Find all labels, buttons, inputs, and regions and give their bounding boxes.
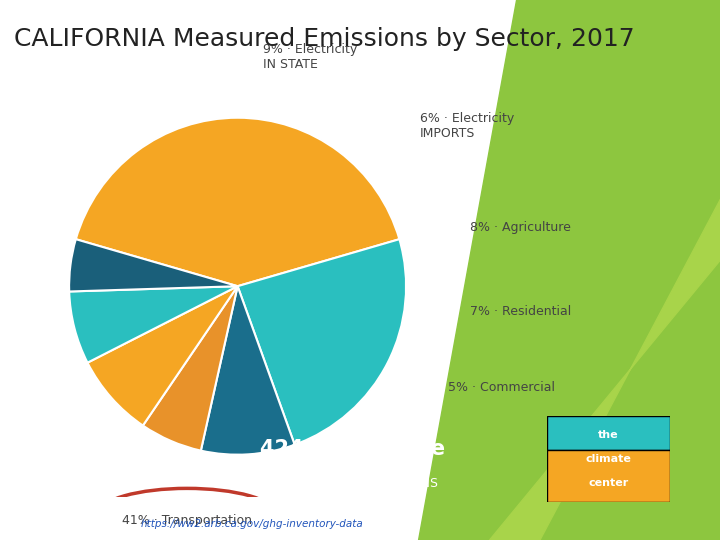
Text: 6% · Electricity
IMPORTS: 6% · Electricity IMPORTS	[420, 112, 514, 140]
Text: 424.1 MMTCO₂e: 424.1 MMTCO₂e	[260, 438, 446, 458]
Text: 2017 TOTAL CA EMISSIONS: 2017 TOTAL CA EMISSIONS	[268, 477, 438, 490]
Wedge shape	[143, 286, 238, 450]
Wedge shape	[69, 286, 238, 363]
Wedge shape	[201, 286, 294, 455]
Text: the: the	[598, 430, 618, 440]
Text: 9% · Electricity
IN STATE: 9% · Electricity IN STATE	[263, 43, 357, 71]
Text: center: center	[588, 478, 629, 488]
Text: 8% · Agriculture: 8% · Agriculture	[470, 221, 571, 234]
Text: climate: climate	[585, 454, 631, 464]
Text: 7% · Residential: 7% · Residential	[470, 305, 572, 318]
Wedge shape	[69, 239, 238, 292]
FancyBboxPatch shape	[547, 416, 670, 450]
Wedge shape	[88, 286, 238, 426]
FancyBboxPatch shape	[547, 450, 670, 502]
Text: https://ww2.arb.ca.gov/ghg-inventory-data: https://ww2.arb.ca.gov/ghg-inventory-dat…	[140, 519, 364, 529]
Wedge shape	[238, 239, 406, 445]
Text: 5% · Commercial: 5% · Commercial	[448, 381, 555, 394]
Wedge shape	[76, 118, 400, 286]
Text: 41% · Transportation: 41% · Transportation	[122, 514, 252, 526]
Text: CALIFORNIA Measured Emissions by Sector, 2017: CALIFORNIA Measured Emissions by Sector,…	[14, 27, 635, 51]
